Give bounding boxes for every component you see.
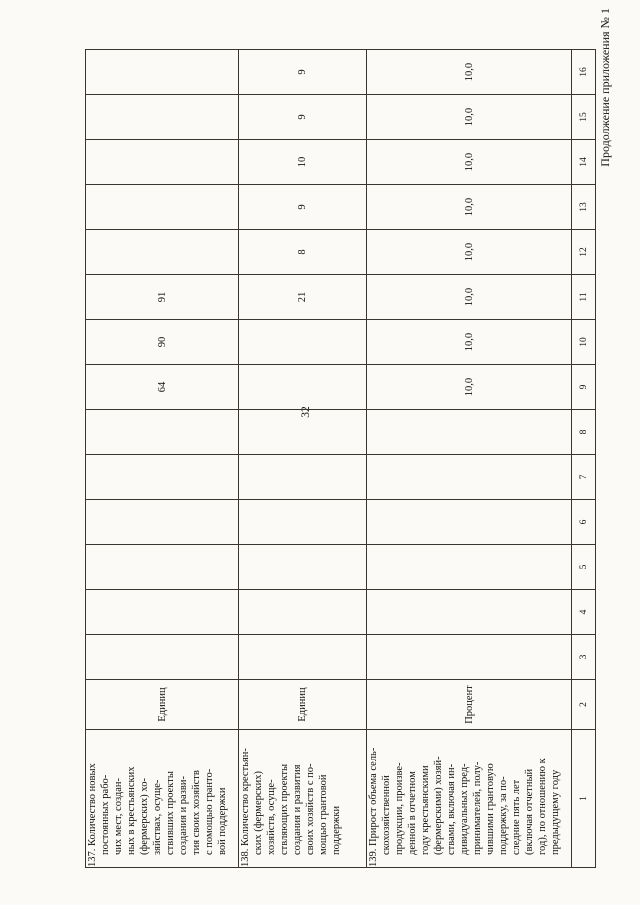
empty-cell [366,454,572,500]
appendix-continuation-header: Продолжение приложения № 1 [598,8,612,167]
column-number-cell: 8 [571,409,596,455]
column-number-cell: 6 [571,499,596,545]
value-cell: 9 [238,94,367,140]
value-cell: 10,0 [366,139,572,185]
empty-cell [85,139,239,185]
indicator-name-cell: 137. Количество новых постоянных рабо-чих… [85,729,239,868]
value-cell: 10,0 [366,184,572,230]
value-cell: 10,0 [366,49,572,95]
empty-cell [238,499,367,545]
empty-cell [238,544,367,590]
empty-cell [366,409,572,455]
column-number-cell: 11 [571,274,596,320]
value-cell: 10,0 [366,319,572,365]
empty-cell [366,499,572,545]
value-cell: 9 [238,184,367,230]
value-cell: 10,0 [366,364,572,410]
empty-cell [366,544,572,590]
column-number-cell: 9 [571,364,596,410]
column-number-cell: 12 [571,229,596,275]
empty-cell [85,184,239,230]
column-number-cell: 14 [571,139,596,185]
column-number-cell: 3 [571,634,596,680]
empty-cell [85,94,239,140]
unit-cell: Единиц [85,679,239,730]
value-cell: 90 [85,319,239,365]
value-cell: 10,0 [366,274,572,320]
value-cell: 9 [238,49,367,95]
value-cell: 64 [85,364,239,410]
empty-cell [238,409,367,455]
empty-cell [85,634,239,680]
empty-cell [238,319,367,365]
empty-cell [85,589,239,635]
indicator-name: 137. Количество новых постоянных рабо-чих… [87,763,228,867]
empty-cell [238,454,367,500]
empty-cell [238,364,367,410]
indicator-name-cell: 139. Прирост объема сель-скохозяйственно… [366,729,572,868]
empty-cell [85,409,239,455]
empty-cell [85,49,239,95]
value-cell: 21 [238,274,367,320]
value-cell: 10,0 [366,229,572,275]
column-number-cell: 5 [571,544,596,590]
column-number-cell: 1 [571,729,596,868]
value-cell: 10 [238,139,367,185]
column-numbers-row: 1 2 3 4 5 6 7 8 9 10 11 12 13 14 15 16 [571,49,596,868]
indicator-name-cell: 138. Количество крестьян-ских (фермерски… [238,729,367,868]
empty-cell [366,634,572,680]
empty-cell [85,229,239,275]
column-number-cell: 15 [571,94,596,140]
value-cell: 8 [238,229,367,275]
unit-cell: Процент [366,679,572,730]
empty-cell [85,499,239,545]
empty-cell [85,454,239,500]
empty-cell [85,544,239,590]
empty-cell [238,589,367,635]
empty-cell [238,634,367,680]
unit-cell: Единиц [238,679,367,730]
column-number-cell: 7 [571,454,596,500]
column-number-cell: 4 [571,589,596,635]
column-number-cell: 13 [571,184,596,230]
indicators-table: 137. Количество новых постоянных рабо-чих… [85,49,596,868]
value-cell: 91 [85,274,239,320]
indicator-name: 139. Прирост объема сель-скохозяйственно… [368,747,561,867]
table-row-138: 138. Количество крестьян-ских (фермерски… [238,49,367,868]
column-number-cell: 2 [571,679,596,730]
indicator-name: 138. Количество крестьян-ских (фермерски… [240,748,342,867]
column-number-cell: 10 [571,319,596,365]
value-cell: 10,0 [366,94,572,140]
table-row-137: 137. Количество новых постоянных рабо-чих… [85,49,239,868]
empty-cell [366,589,572,635]
table-row-139: 139. Прирост объема сель-скохозяйственно… [366,49,572,868]
column-number-cell: 16 [571,49,596,95]
